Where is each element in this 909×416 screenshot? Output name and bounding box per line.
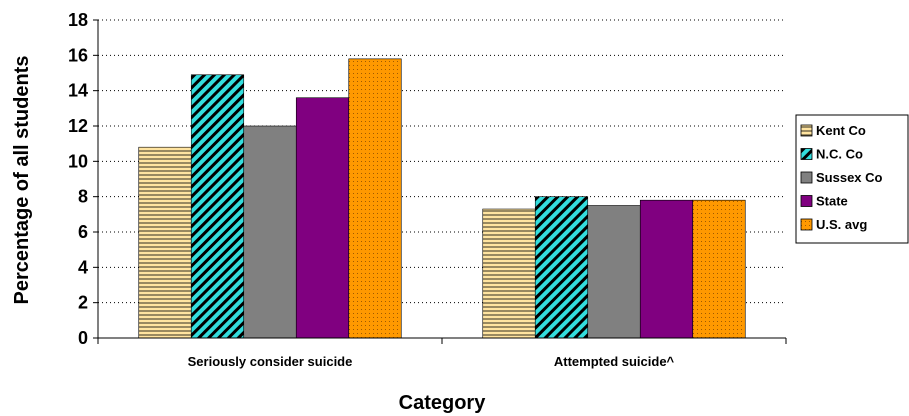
legend-box — [795, 114, 909, 244]
legend-label: U.S. avg — [816, 217, 867, 232]
bar — [243, 125, 297, 339]
legend-label: Kent Co — [816, 123, 866, 138]
legend-label: State — [816, 194, 848, 209]
legend-swatch — [800, 218, 813, 231]
bar — [190, 74, 245, 339]
bar — [348, 58, 402, 339]
bar — [534, 196, 589, 339]
bar — [692, 199, 746, 339]
y-tick-label: 2 — [78, 293, 88, 313]
legend: Kent Co N.C. Co Sussex Co State U.S. avg — [795, 114, 909, 244]
bar — [587, 205, 641, 339]
x-tick-label: Seriously consider suicide — [188, 354, 353, 369]
x-axis-label: Category — [399, 392, 487, 414]
y-tick-label: 14 — [68, 81, 88, 101]
y-tick-labels: 0 2 4 6 8 10 12 14 16 18 — [68, 10, 98, 348]
bars-group — [138, 58, 746, 339]
bar — [639, 199, 694, 339]
y-tick-label: 4 — [78, 257, 88, 277]
y-tick-label: 0 — [78, 328, 88, 348]
y-tick-label: 6 — [78, 222, 88, 242]
gridlines — [98, 19, 786, 304]
y-tick-label: 8 — [78, 187, 88, 207]
legend-swatch — [800, 171, 813, 184]
bar — [138, 146, 192, 339]
legend-swatch — [800, 148, 813, 160]
legend-label: Sussex Co — [816, 170, 883, 185]
bar — [295, 97, 350, 339]
y-axis-label: Percentage of all students — [11, 56, 33, 305]
legend-swatch — [800, 195, 813, 207]
x-tick-labels: Seriously consider suicide Attempted suic… — [97, 338, 787, 369]
y-tick-label: 12 — [68, 116, 88, 136]
y-tick-label: 16 — [68, 45, 88, 65]
legend-label: N.C. Co — [816, 147, 863, 162]
legend-swatch — [800, 124, 813, 137]
x-tick-label: Attempted suicide^ — [554, 354, 675, 369]
y-tick-label: 10 — [68, 151, 88, 171]
bar — [482, 208, 536, 339]
y-tick-label: 18 — [68, 10, 88, 30]
